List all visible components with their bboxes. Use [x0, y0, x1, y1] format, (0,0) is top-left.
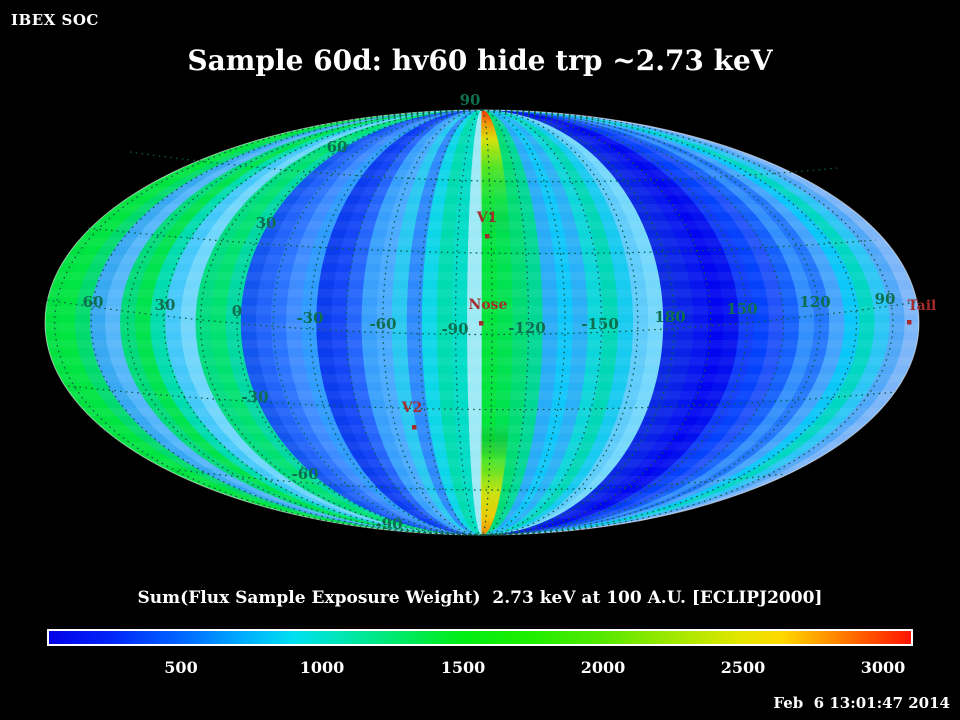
sky-map-svg: 60 30 0 -30 -60 -90 -120 -150 180 150 120 90 90 60 30 -… — [44, 91, 937, 536]
meridian-line — [481, 109, 785, 536]
meridian-line — [236, 109, 483, 536]
colorbar-tick-label: 1500 — [440, 658, 486, 677]
longitude-label: 0 — [232, 302, 242, 320]
longitude-label: 60 — [83, 293, 104, 311]
latitude-label: 30 — [256, 214, 277, 232]
timestamp-label: Feb 6 13:01:47 2014 — [773, 694, 950, 712]
colorbar-gradient — [47, 629, 913, 646]
colorbar-tick-label: 3000 — [860, 658, 906, 677]
grid-labels: 60 30 0 -30 -60 -90 -120 -150 180 150 120 90 90 60 30 -… — [83, 91, 896, 533]
longitude-label: 30 — [155, 296, 176, 314]
latitude-label: 90 — [460, 91, 481, 109]
latitude-line — [129, 151, 839, 183]
longitude-label: -60 — [369, 315, 396, 333]
nose-column-overlay — [480, 110, 513, 535]
meridian-line — [481, 109, 493, 536]
colorbar-tick-label: 2500 — [720, 658, 766, 677]
meridian-line — [481, 109, 858, 536]
latitude-label: -30 — [241, 388, 268, 406]
colorbar-caption: Sum(Flux Sample Exposure Weight) 2.73 ke… — [137, 588, 823, 608]
meridian-line — [481, 109, 566, 536]
meridian-line — [309, 109, 483, 536]
marker-point-nose — [479, 321, 484, 326]
longitude-label: 120 — [799, 293, 830, 311]
longitude-label: -30 — [296, 309, 323, 327]
meridian-line — [54, 109, 483, 536]
meridian-line — [481, 109, 639, 536]
app-brand-label: IBEX SOC — [11, 11, 99, 29]
longitude-label: -120 — [508, 319, 546, 337]
graticule — [46, 109, 918, 536]
meridian-line — [481, 109, 675, 536]
colorbar-tick-label: 1000 — [299, 658, 345, 677]
meridian-line — [481, 109, 821, 536]
latitude-line — [87, 227, 877, 255]
longitude-label: 150 — [726, 300, 757, 318]
meridian-line — [418, 109, 483, 536]
marker-label-v2: V2 — [401, 400, 423, 416]
page-title: Sample 60d: hv60 hide trp ~2.73 keV — [187, 44, 773, 77]
marker-point-tail — [907, 320, 912, 325]
meridian-line — [199, 109, 483, 536]
meridian-line — [272, 109, 483, 536]
latitude-label: 60 — [327, 138, 348, 156]
marker-point-v1 — [485, 234, 490, 239]
meridian-line — [481, 109, 712, 536]
colorbar-tick-label: 2000 — [580, 658, 626, 677]
direction-markers: V1 Nose V2 Tail — [401, 210, 937, 430]
marker-label-tail: Tail — [908, 298, 937, 314]
longitude-label: -90 — [441, 320, 468, 338]
latitude-label: -90 — [375, 515, 402, 533]
colorbar-tick-label: 500 — [164, 658, 198, 677]
longitude-label: -150 — [581, 315, 619, 333]
marker-label-nose: Nose — [469, 297, 508, 313]
longitude-label: 90 — [875, 290, 896, 308]
marker-point-v2 — [412, 425, 417, 430]
latitude-label: -60 — [291, 465, 318, 483]
marker-label-v1: V1 — [476, 210, 498, 226]
latitude-line — [178, 469, 786, 491]
meridian-line — [481, 109, 748, 536]
meridian-line — [481, 109, 894, 536]
longitude-label: 180 — [654, 308, 685, 326]
flux-stripes — [45, 110, 919, 535]
